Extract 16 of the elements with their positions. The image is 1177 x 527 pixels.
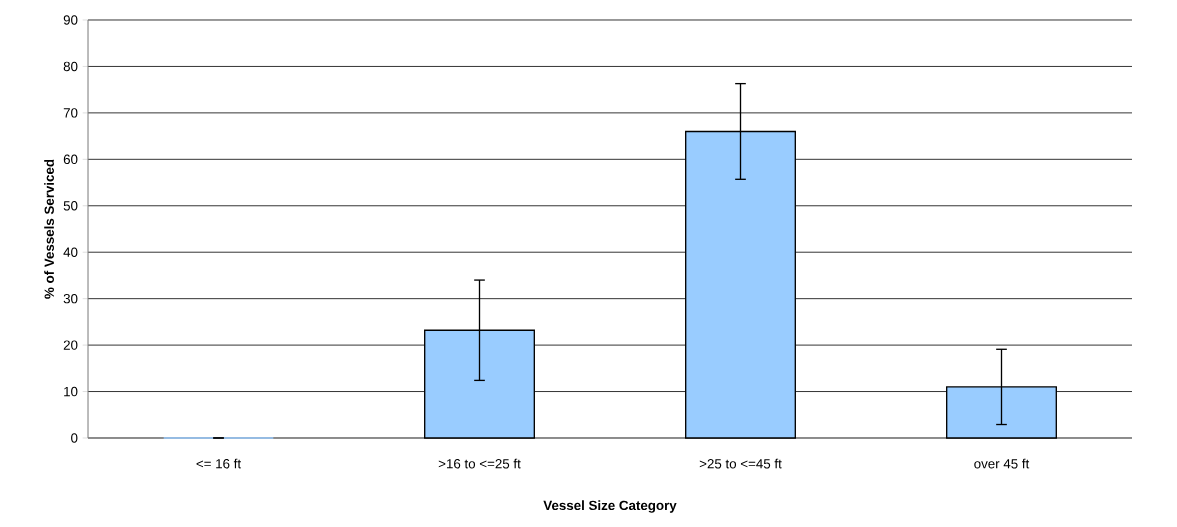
y-tick-label: 60 [63,154,78,165]
y-tick-label: 40 [63,247,78,257]
y-tick-label: 70 [63,108,78,118]
x-tick-label: >16 to <=25 ft [438,458,521,469]
x-tick-label: over 45 ft [974,458,1030,469]
x-tick-label: >25 to <=45 ft [699,458,782,469]
y-tick-label: 10 [64,386,78,397]
x-tick-label: <= 16 ft [196,458,242,469]
y-tick-label: 50 [63,201,78,211]
y-tick-label: 80 [63,61,78,72]
x-axis-title: Vessel Size Category [543,500,677,513]
y-tick-label: 30 [63,293,78,304]
y-tick-label: 0 [71,433,78,443]
y-axis-title: % of Vessels Serviced [44,159,54,299]
y-tick-label: 20 [63,340,78,350]
y-tick-label: 90 [63,15,78,25]
